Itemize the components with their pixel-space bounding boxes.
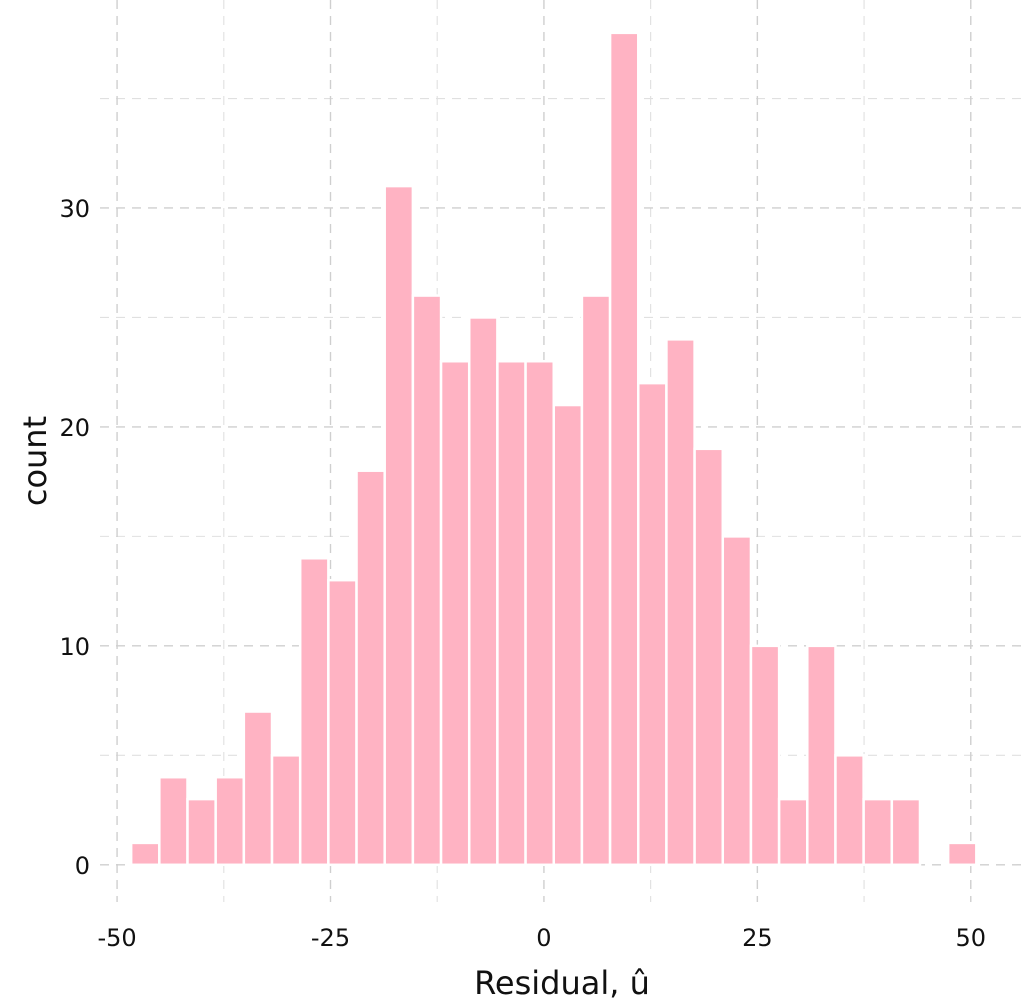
y-tick-label: 0 bbox=[75, 852, 90, 880]
histogram-bar bbox=[129, 841, 161, 867]
histogram-bar bbox=[242, 710, 274, 867]
x-axis-title: Residual, û bbox=[474, 964, 650, 1002]
y-tick-label: 30 bbox=[59, 195, 90, 223]
histogram-bar bbox=[327, 578, 358, 867]
x-tick-label: 0 bbox=[536, 924, 551, 952]
histogram-bar bbox=[186, 797, 217, 867]
histogram-bar bbox=[749, 644, 781, 867]
histogram-bar bbox=[552, 403, 584, 867]
x-tick-label: -25 bbox=[311, 924, 350, 952]
y-tick-label: 10 bbox=[59, 633, 90, 661]
y-tick-label: 20 bbox=[59, 414, 90, 442]
histogram-bar bbox=[158, 775, 189, 867]
x-tick-label: 50 bbox=[956, 924, 987, 952]
histogram-bar bbox=[834, 754, 865, 867]
histogram-bar bbox=[890, 797, 922, 867]
bar-layer bbox=[129, 31, 978, 867]
histogram-bar bbox=[439, 359, 471, 867]
histogram-bar bbox=[467, 316, 499, 867]
histogram-bar bbox=[693, 447, 725, 867]
histogram-bar bbox=[946, 841, 978, 867]
x-tick-label: 25 bbox=[742, 924, 773, 952]
y-axis-title: count bbox=[16, 416, 54, 506]
histogram-bar bbox=[496, 359, 527, 867]
tick-layer: -50 -25 0 25 50 0 10 20 30 bbox=[59, 195, 986, 952]
histogram-bar bbox=[298, 557, 330, 867]
histogram-bar bbox=[721, 535, 753, 867]
histogram-bar bbox=[608, 31, 640, 867]
histogram-bar bbox=[777, 797, 809, 867]
histogram-bar bbox=[383, 184, 415, 867]
histogram-bar bbox=[862, 797, 894, 867]
histogram-bar bbox=[637, 381, 668, 867]
histogram-bar bbox=[665, 338, 696, 867]
histogram-bar bbox=[524, 359, 555, 867]
histogram-bar bbox=[411, 294, 443, 867]
x-tick-label: -50 bbox=[97, 924, 136, 952]
histogram-bar bbox=[580, 294, 612, 867]
histogram-bar bbox=[355, 469, 386, 867]
histogram-bar bbox=[214, 775, 246, 867]
histogram-bar bbox=[806, 644, 837, 867]
histogram-bar bbox=[270, 754, 302, 867]
